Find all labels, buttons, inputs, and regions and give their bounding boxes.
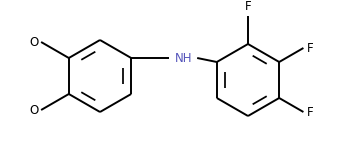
Text: F: F [307, 41, 313, 55]
Text: NH: NH [174, 52, 192, 64]
Text: F: F [245, 0, 251, 13]
Text: O: O [30, 104, 39, 116]
Text: F: F [307, 105, 313, 119]
Text: O: O [30, 36, 39, 48]
